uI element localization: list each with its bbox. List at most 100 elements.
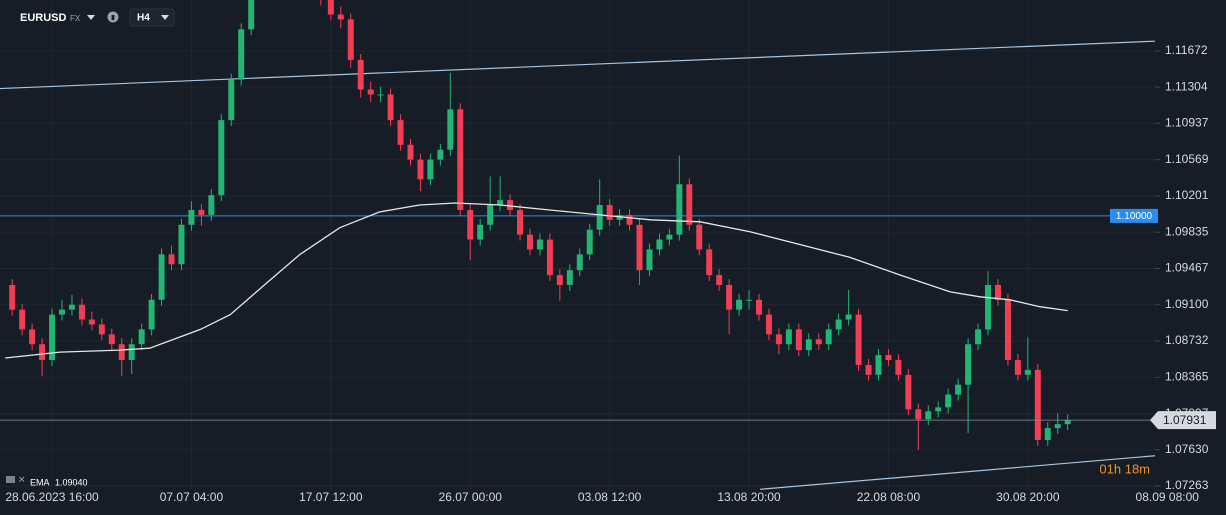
- candle-body: [39, 344, 46, 360]
- y-tick-label: 1.10569: [1165, 152, 1209, 166]
- candle-body: [736, 299, 743, 310]
- candle-body: [238, 29, 245, 80]
- candle-body: [357, 59, 364, 90]
- candle-body: [556, 275, 563, 285]
- indicator-value: 1.09040: [55, 477, 88, 487]
- candle-body: [427, 159, 434, 180]
- candle-body: [536, 239, 543, 250]
- candle-body: [1014, 359, 1021, 375]
- timeframe-dropdown[interactable]: [161, 15, 169, 20]
- candle-body: [925, 411, 932, 420]
- candle-body: [686, 184, 693, 225]
- candle-body: [417, 159, 424, 180]
- candle-body: [248, 0, 255, 30]
- plot-area: [0, 0, 1155, 490]
- candle-body: [815, 339, 822, 345]
- trendline: [759, 455, 1155, 490]
- candle-body: [965, 344, 972, 385]
- candle-body: [397, 120, 404, 145]
- candle-body: [985, 284, 992, 330]
- candle-body: [98, 324, 105, 335]
- x-tick-label: 28.06.2023 16:00: [5, 490, 99, 504]
- trendline: [0, 40, 1155, 90]
- candle-body: [228, 79, 235, 121]
- timeframe-box[interactable]: [129, 8, 175, 27]
- indicator-icon[interactable]: [6, 476, 15, 483]
- y-tick-label: 1.08732: [1165, 333, 1209, 347]
- x-tick-label: 08.09 08:00: [1136, 490, 1200, 504]
- candle-body: [108, 334, 115, 345]
- symbol-dropdown[interactable]: [87, 15, 95, 20]
- candle-body: [646, 249, 653, 271]
- candle-body: [467, 209, 474, 240]
- candle-body: [905, 374, 912, 410]
- candle-body: [785, 329, 792, 345]
- candle-body: [138, 329, 145, 345]
- level-label: 1.10000: [1116, 211, 1153, 222]
- candle-body: [1044, 428, 1051, 440]
- y-tick-label: 1.09100: [1165, 297, 1209, 311]
- indicator-close[interactable]: ✕: [18, 474, 26, 484]
- x-tick-label: 13.08 20:00: [717, 490, 781, 504]
- candle-body: [915, 409, 922, 420]
- candle-body: [387, 94, 394, 121]
- candle-body: [726, 284, 733, 310]
- candle-body: [795, 329, 802, 351]
- x-tick-label: 03.08 12:00: [578, 490, 642, 504]
- candle-body: [347, 19, 354, 60]
- info-icon-glyph: [111, 15, 115, 20]
- candle-body: [566, 270, 573, 285]
- candle-body: [447, 109, 454, 150]
- candle-body: [576, 254, 583, 271]
- candle-body: [78, 304, 85, 320]
- candle-body: [168, 254, 175, 265]
- indicator-legend: ✕ EMA 1.09040: [6, 474, 88, 487]
- candle-body: [835, 319, 842, 330]
- candle-body: [606, 205, 613, 220]
- candle-body: [746, 299, 753, 301]
- candle-body: [1024, 369, 1031, 375]
- symbol[interactable]: EURUSD: [20, 12, 67, 24]
- candle-body: [895, 359, 902, 375]
- candle-body: [805, 339, 812, 351]
- y-tick-label: 1.08365: [1165, 369, 1209, 383]
- candle-body: [676, 184, 683, 235]
- last-price-label: 1.07931: [1163, 413, 1207, 427]
- candle-body: [327, 0, 334, 15]
- candle-body: [845, 314, 852, 320]
- header: EURUSD FX H4: [20, 8, 175, 27]
- y-tick-label: 1.07263: [1165, 478, 1209, 492]
- candle-body: [586, 229, 593, 255]
- candle-body: [706, 249, 713, 276]
- candle-body: [9, 284, 16, 310]
- candle-body: [29, 329, 36, 345]
- candle-body: [208, 195, 215, 215]
- candle-body: [507, 200, 514, 210]
- candle-body: [437, 149, 444, 160]
- y-tick-label: 1.09467: [1165, 261, 1209, 275]
- axes: 1.11672 1.11304 1.10937 1.10569 1.10201 1.098…: [5, 43, 1216, 504]
- candle-body: [716, 275, 723, 285]
- y-tick-label: 1.11304: [1165, 79, 1208, 93]
- candle-body: [546, 239, 553, 276]
- market: FX: [70, 14, 81, 23]
- candle-body: [58, 309, 65, 315]
- candle-body: [1054, 424, 1061, 429]
- candle-body: [198, 209, 205, 215]
- candle-body: [377, 94, 384, 96]
- candle-body: [497, 200, 504, 206]
- candle-body: [875, 355, 882, 375]
- candle-body: [775, 334, 782, 345]
- candle-body: [765, 314, 772, 335]
- candle-body: [49, 314, 56, 360]
- last-price-label-box: [1150, 411, 1216, 430]
- candle-body: [975, 329, 982, 345]
- candle-body: [128, 344, 135, 360]
- x-tick-label: 17.07 12:00: [299, 490, 363, 504]
- candle-countdown: 01h 18m: [1099, 461, 1150, 476]
- candle-body: [487, 205, 494, 225]
- candle-body: [596, 205, 603, 230]
- candle-body: [457, 109, 464, 210]
- candle-body: [825, 329, 832, 345]
